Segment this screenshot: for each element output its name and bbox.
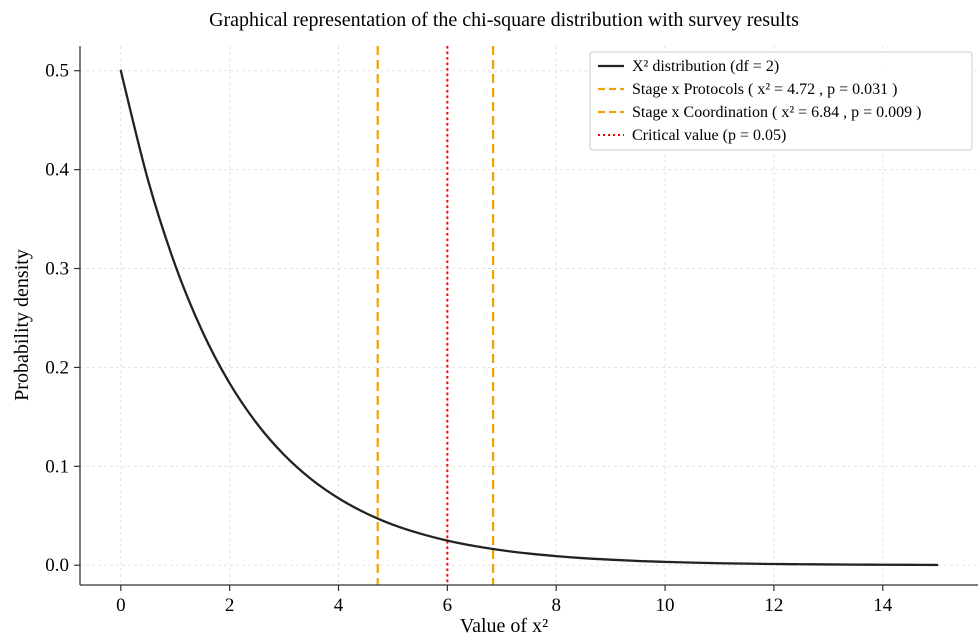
legend-box — [589, 51, 973, 151]
y-tick-label: 0.0 — [45, 555, 69, 576]
y-axis-label: Probability density — [11, 249, 33, 401]
y-tick-label: 0.2 — [45, 357, 69, 378]
y-tick-label: 0.1 — [45, 456, 69, 477]
curve-layer — [119, 69, 939, 567]
x-tick-label: 0 — [116, 595, 126, 616]
x-tick-label: 8 — [551, 595, 561, 616]
reference-lines — [376, 46, 495, 585]
x-tick-label: 6 — [443, 595, 453, 616]
y-tick-label: 0.3 — [45, 259, 69, 280]
legend-label: X² distribution (df = 2) — [632, 58, 779, 75]
y-axis-ticks: 0.0 0.1 0.2 0.3 0.4 0.5 — [45, 61, 80, 576]
legend-label: Stage x Protocols ( x² = 4.72 , p = 0.03… — [632, 81, 898, 98]
x-tick-label: 10 — [656, 595, 675, 616]
x-axis-ticks: 0 2 4 6 8 10 12 14 — [116, 585, 893, 616]
x-tick-label: 12 — [764, 595, 783, 616]
y-tick-label: 0.5 — [45, 61, 69, 82]
legend-label: Critical value (p = 0.05) — [632, 127, 786, 144]
x-tick-label: 4 — [334, 595, 344, 616]
x-tick-label: 14 — [873, 595, 893, 616]
density-curve — [119, 69, 939, 567]
legend-items: X² distribution (df = 2) Stage x Protocol… — [598, 58, 921, 144]
legend-label: Stage x Coordination ( x² = 6.84 , p = 0… — [632, 104, 921, 121]
x-axis-label: Value of x² — [460, 615, 548, 637]
legend: X² distribution (df = 2) Stage x Protocol… — [589, 51, 973, 151]
y-tick-label: 0.4 — [45, 160, 69, 181]
chart-title: Graphical representation of the chi-squa… — [209, 9, 799, 31]
x-tick-label: 2 — [225, 595, 235, 616]
axes: 0 2 4 6 8 10 12 14 0.0 0.1 0.2 0.3 0.4 0.5 — [45, 46, 978, 616]
